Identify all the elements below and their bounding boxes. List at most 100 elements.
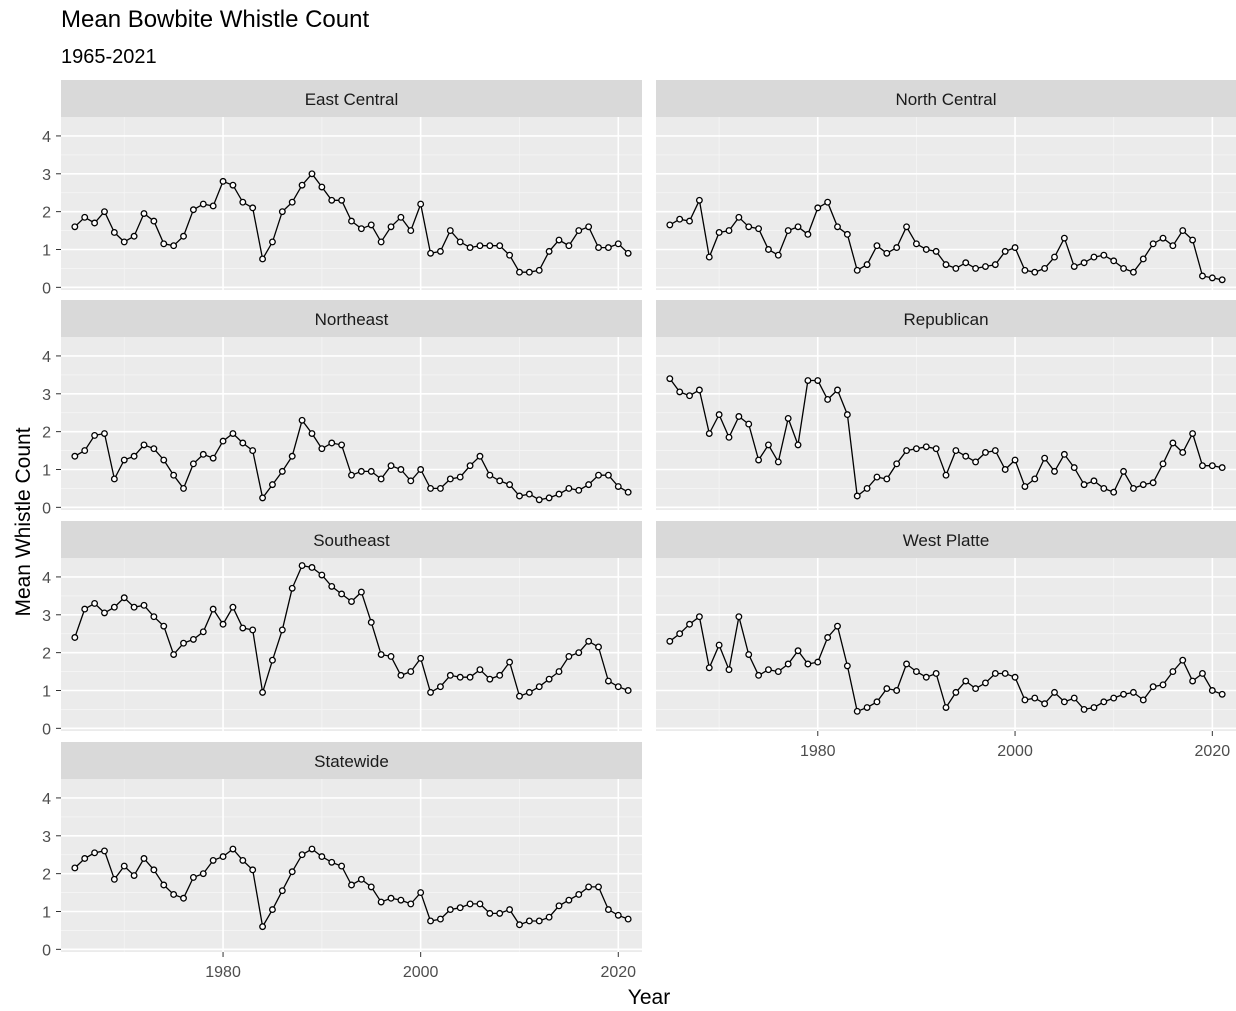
data-point [585,481,593,489]
data-point [873,242,881,250]
data-point [71,452,79,460]
data-point [239,856,247,864]
data-point [1011,456,1019,464]
data-point [229,845,237,853]
data-point [308,564,316,571]
data-point [140,601,148,609]
data-point [516,492,523,500]
data-point [705,430,713,437]
data-point [180,232,187,240]
data-point [912,445,920,453]
data-point [456,673,464,681]
data-point [1080,705,1088,713]
data-point [745,651,753,658]
data-point [239,198,247,206]
data-point [150,445,158,453]
data-point [120,594,128,602]
data-point [774,668,782,676]
data-point [140,441,148,449]
data-point [150,217,158,225]
data-point [804,660,812,668]
data-point [466,462,474,470]
data-point [516,921,523,929]
data-point [1001,670,1009,677]
data-point [170,891,178,898]
data-point [535,266,543,274]
data-point [249,626,257,634]
data-point [903,223,910,231]
data-point [873,698,881,706]
data-point [1218,464,1226,472]
data-point [1070,263,1078,270]
facet-strip-label: North Central [895,90,996,109]
data-point [357,225,365,233]
data-point [555,490,563,498]
data-point [604,906,612,914]
data-point [130,232,138,240]
data-point [506,906,514,914]
data-point [1189,236,1197,244]
data-point [189,873,197,881]
data-point [101,609,108,617]
data-point [575,649,583,657]
data-point [1021,483,1029,490]
data-point [328,582,336,590]
facet-panel: Statewide 0 1 2 3 4 1980 2000 2020 [42,742,642,981]
data-point [1199,272,1206,280]
data-point [1100,484,1108,492]
data-point [338,590,346,598]
data-point [318,853,326,861]
data-point [843,662,851,670]
data-point [516,692,523,700]
data-point [91,219,99,227]
data-point [91,599,99,607]
data-point [446,906,454,914]
data-point [189,635,197,643]
data-point [269,238,276,246]
data-point [535,917,543,925]
data-point [1189,430,1197,437]
data-point [199,450,207,458]
data-point [259,494,267,502]
panel-background [61,117,642,290]
data-point [1208,462,1216,470]
data-point [298,851,306,859]
facet-strip [656,80,1236,117]
data-point [417,200,425,208]
data-point [922,443,930,451]
data-point [1149,240,1157,248]
data-point [348,598,355,605]
y-tick-label: 3 [42,608,51,625]
data-point [387,223,395,231]
data-point [377,651,385,658]
data-point [565,652,573,660]
data-point [180,484,187,492]
data-point [160,456,168,464]
data-point [1149,683,1157,691]
data-point [735,613,743,621]
data-point [843,411,851,419]
data-point [209,856,217,864]
data-point [1051,253,1058,261]
data-point [417,889,425,897]
data-point [1139,481,1147,489]
data-point [436,915,444,923]
data-point [1051,467,1058,475]
y-tick-label: 1 [42,242,51,259]
data-point [922,246,930,253]
data-point [814,658,822,666]
data-point [278,208,286,216]
data-point [1021,266,1029,274]
data-point [506,658,514,666]
data-point [209,454,217,462]
data-point [903,660,910,668]
data-point [525,688,533,696]
data-point [1100,698,1108,706]
data-point [1189,677,1197,685]
data-point [160,240,168,248]
data-point [407,227,415,235]
data-point [595,244,602,252]
facet-panels: East Central 0 1 2 3 4 North Central Northeast 0… [42,80,1236,981]
data-point [863,704,871,711]
data-point [377,475,385,483]
